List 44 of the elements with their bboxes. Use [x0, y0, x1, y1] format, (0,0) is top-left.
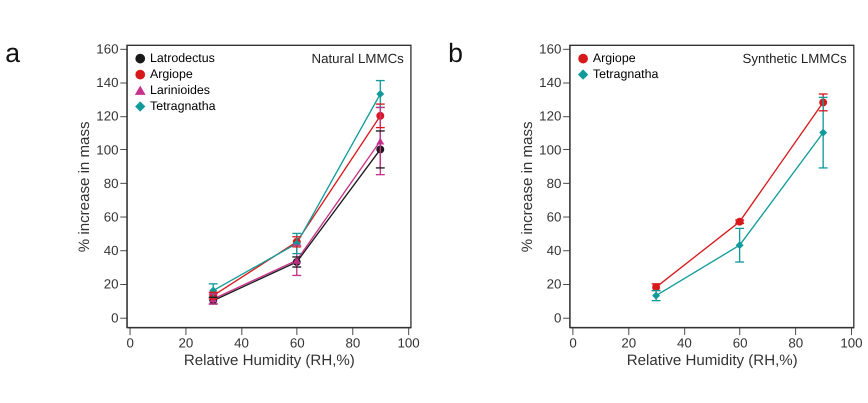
x-tick-label: 80 [345, 335, 360, 350]
legend-label: Argiope [592, 51, 636, 66]
y-tick-label: 120 [96, 108, 118, 124]
x-tick-label: 100 [840, 335, 863, 350]
y-tick-label: 80 [104, 176, 118, 191]
y-tick-label: 120 [539, 108, 562, 124]
x-tick-label: 80 [788, 335, 804, 350]
y-axis-title: % increase in mass [76, 121, 94, 252]
y-tick-label: 60 [104, 210, 118, 225]
annotation: Synthetic LMMCs [742, 51, 848, 66]
legend-label: Latrodectus [150, 51, 215, 66]
y-tick-label: 60 [546, 210, 562, 225]
y-tick-label: 0 [554, 310, 562, 326]
y-tick-label: 40 [104, 243, 118, 258]
legend-label: Tetragnatha [150, 99, 216, 114]
x-tick-label: 0 [569, 335, 577, 350]
chart-title: a [5, 38, 20, 68]
y-tick-label: 160 [539, 42, 562, 57]
x-axis-title: Relative Humidity (RH,%) [184, 352, 355, 370]
y-tick-label: 140 [96, 75, 118, 90]
x-tick-label: 0 [126, 335, 134, 350]
x-tick-label: 60 [732, 335, 748, 350]
annotation: Natural LMMCs [311, 51, 404, 66]
y-tick-label: 0 [111, 310, 118, 326]
x-tick-label: 100 [397, 335, 420, 350]
y-tick-label: 20 [546, 276, 562, 292]
x-tick-label: 40 [676, 335, 692, 350]
y-tick-label: 100 [539, 142, 562, 158]
y-tick-label: 160 [96, 42, 118, 57]
x-tick-label: 20 [621, 335, 636, 350]
legend-label: Argiope [150, 67, 193, 82]
y-tick-label: 100 [96, 142, 118, 158]
chart-title: b [448, 38, 463, 68]
y-axis-title: % increase in mass [519, 121, 536, 252]
x-tick-label: 20 [178, 335, 194, 350]
x-tick-label: 40 [234, 335, 249, 350]
y-tick-label: 40 [546, 243, 562, 258]
y-tick-label: 20 [104, 276, 118, 292]
x-tick-label: 60 [290, 335, 305, 350]
legend-label: Tetragnatha [592, 67, 658, 82]
y-tick-label: 80 [546, 176, 562, 191]
y-tick-label: 140 [539, 75, 562, 90]
legend-label: Larinioides [150, 83, 210, 98]
x-axis-title: Relative Humidity (RH,%) [626, 352, 798, 370]
